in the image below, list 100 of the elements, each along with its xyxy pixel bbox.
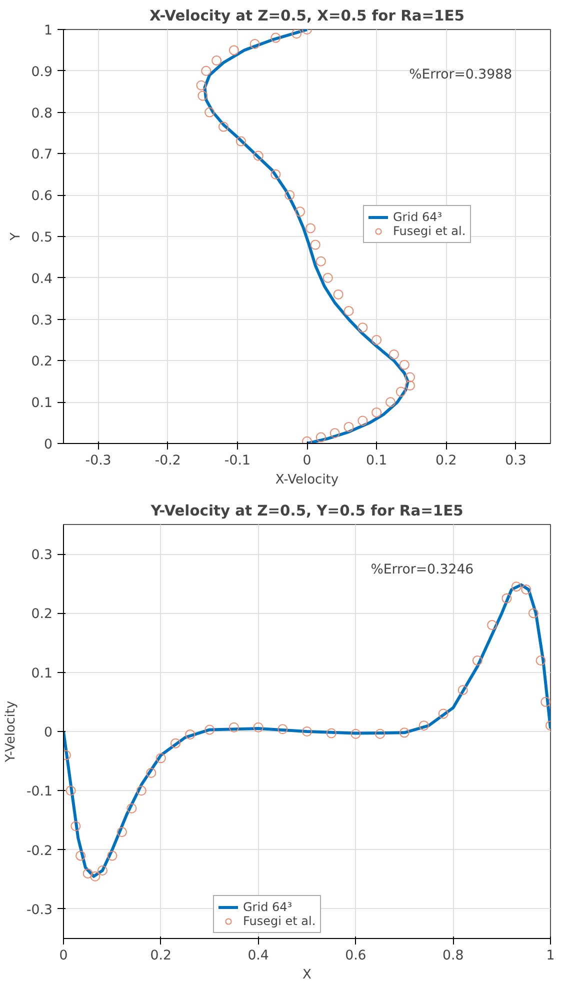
point xyxy=(146,768,156,778)
point xyxy=(372,407,382,418)
point xyxy=(540,696,550,707)
point xyxy=(458,685,468,696)
y-tick-label: 0.3 xyxy=(31,313,53,328)
point xyxy=(196,80,206,90)
point xyxy=(330,428,340,438)
point xyxy=(396,386,406,397)
point xyxy=(399,360,410,370)
x-tick-label: 0.2 xyxy=(150,948,172,964)
x-tick-label: 1 xyxy=(546,948,555,964)
point xyxy=(278,724,288,734)
point xyxy=(295,206,306,217)
point xyxy=(228,45,239,56)
y-tick-label: 0.1 xyxy=(31,396,53,412)
point xyxy=(116,827,127,838)
point xyxy=(358,322,368,333)
point xyxy=(375,728,386,739)
y-tick-label: -0.3 xyxy=(26,902,53,918)
annotation: %Error=0.3988 xyxy=(409,67,512,82)
point xyxy=(204,107,215,118)
y-tick-label: 0 xyxy=(44,726,53,740)
point xyxy=(302,726,312,736)
chart-title: X-Velocity at Z=0.5, X=0.5 for Ra=1E5 xyxy=(150,8,464,24)
point xyxy=(90,871,100,882)
x-axis-title: X xyxy=(302,968,312,982)
point xyxy=(107,850,118,861)
point xyxy=(170,738,181,748)
point xyxy=(185,729,196,740)
point xyxy=(270,169,281,180)
point xyxy=(82,868,93,878)
point xyxy=(284,190,295,200)
point xyxy=(521,584,532,595)
point xyxy=(310,240,320,250)
x-tick-label: 0.8 xyxy=(442,948,464,964)
y-tick-label: 0.7 xyxy=(31,148,53,163)
x-axis-title: X-Velocity xyxy=(275,472,339,488)
x-tick-label: 0 xyxy=(302,454,312,468)
point xyxy=(536,656,546,666)
point xyxy=(388,350,399,360)
point xyxy=(487,620,498,630)
point xyxy=(404,372,415,382)
point xyxy=(204,724,215,735)
x-tick-label: 0 xyxy=(59,948,68,964)
point xyxy=(528,608,538,618)
point xyxy=(212,56,222,66)
point xyxy=(358,416,368,426)
point xyxy=(326,728,336,738)
line-series xyxy=(64,583,550,878)
y-tick-label: -0.2 xyxy=(26,844,53,859)
point xyxy=(385,397,396,408)
y-tick-label: 0.6 xyxy=(31,189,53,204)
point xyxy=(372,335,382,345)
y-axis-title: Y-Velocity xyxy=(3,700,18,764)
point xyxy=(126,803,137,814)
point xyxy=(502,593,512,604)
point xyxy=(66,786,76,796)
point xyxy=(344,306,354,316)
point xyxy=(136,786,146,796)
y-tick-label: 0.4 xyxy=(31,272,53,287)
y-tick-label: -0.1 xyxy=(26,784,53,800)
y-tick-label: 0.2 xyxy=(31,354,53,370)
y-tick-label: 0.1 xyxy=(31,666,53,682)
point xyxy=(198,90,208,101)
x-tick-label: 0.6 xyxy=(345,948,366,964)
point xyxy=(418,720,429,731)
point xyxy=(399,728,410,738)
y-tick-label: 0.9 xyxy=(31,64,53,80)
point xyxy=(97,865,108,876)
y-tick-label: 0.8 xyxy=(31,106,53,122)
x-tick-label: -0.2 xyxy=(154,454,181,468)
y-axis-title: Y xyxy=(8,232,24,242)
x-tick-label: 0.3 xyxy=(505,454,526,468)
chart-title: Y-Velocity at Z=0.5, Y=0.5 for Ra=1E5 xyxy=(150,502,464,520)
point xyxy=(218,122,229,132)
point xyxy=(350,728,361,739)
point xyxy=(511,582,522,592)
legend-label: Fusegi et al. xyxy=(243,914,316,928)
y-tick-label: 0.3 xyxy=(31,548,53,564)
point xyxy=(76,850,86,861)
point xyxy=(253,722,264,732)
point xyxy=(404,380,415,391)
annotation: %Error=0.3246 xyxy=(370,562,474,578)
point xyxy=(472,656,482,666)
point xyxy=(344,422,354,432)
point xyxy=(333,289,344,300)
point xyxy=(253,150,264,161)
legend-label: Grid 64³ xyxy=(393,210,442,224)
y-tick-label: 0.2 xyxy=(31,607,53,622)
point xyxy=(228,722,239,732)
x-tick-label: 0.4 xyxy=(248,948,269,964)
point xyxy=(316,256,326,266)
point xyxy=(292,30,302,39)
x-tick-label: 0.1 xyxy=(366,454,388,468)
y-tick-label: 0.5 xyxy=(31,230,53,246)
point xyxy=(250,39,260,49)
legend-label: Grid 64³ xyxy=(243,900,292,914)
point xyxy=(201,66,212,76)
point xyxy=(236,136,246,146)
point xyxy=(305,223,316,234)
